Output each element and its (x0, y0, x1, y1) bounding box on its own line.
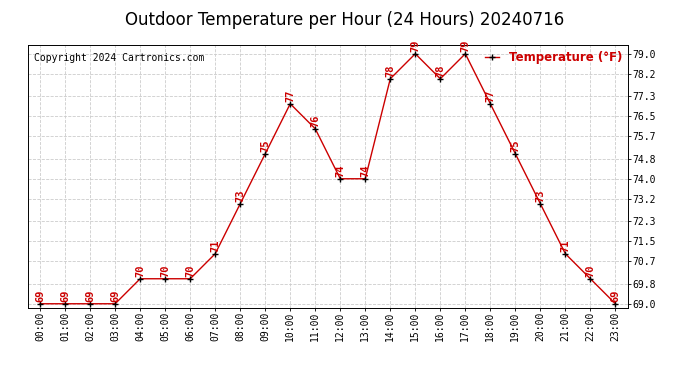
Text: 78: 78 (435, 64, 445, 77)
Text: 73: 73 (535, 189, 545, 202)
Text: 76: 76 (310, 114, 320, 127)
Legend: Temperature (°F): Temperature (°F) (485, 51, 622, 64)
Text: 78: 78 (385, 64, 395, 77)
Text: 69: 69 (60, 289, 70, 302)
Text: 79: 79 (411, 39, 420, 52)
Text: 74: 74 (360, 164, 371, 177)
Text: 77: 77 (485, 89, 495, 102)
Text: Outdoor Temperature per Hour (24 Hours) 20240716: Outdoor Temperature per Hour (24 Hours) … (126, 11, 564, 29)
Text: 75: 75 (260, 139, 270, 152)
Text: 73: 73 (235, 189, 245, 202)
Text: 69: 69 (110, 289, 120, 302)
Text: 70: 70 (185, 264, 195, 277)
Text: 70: 70 (585, 264, 595, 277)
Text: 74: 74 (335, 164, 345, 177)
Text: 69: 69 (85, 289, 95, 302)
Text: Copyright 2024 Cartronics.com: Copyright 2024 Cartronics.com (34, 53, 204, 63)
Text: 69: 69 (611, 289, 620, 302)
Text: 71: 71 (560, 239, 571, 252)
Text: 71: 71 (210, 239, 220, 252)
Text: 79: 79 (460, 39, 471, 52)
Text: 70: 70 (160, 264, 170, 277)
Text: 75: 75 (511, 139, 520, 152)
Text: 77: 77 (285, 89, 295, 102)
Text: 69: 69 (35, 289, 45, 302)
Text: 70: 70 (135, 264, 145, 277)
